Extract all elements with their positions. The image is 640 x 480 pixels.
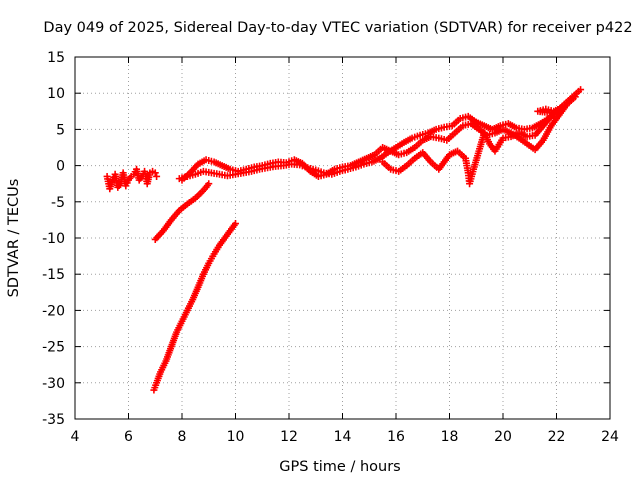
- y-tick-label: 10: [47, 86, 65, 102]
- series-4: [178, 93, 579, 184]
- y-tick-label: 15: [47, 50, 65, 66]
- x-tick-label: 22: [548, 429, 566, 445]
- y-tick-label: -5: [51, 195, 65, 211]
- data-marks: [103, 86, 585, 394]
- y-tick-label: 0: [56, 159, 65, 175]
- y-tick-label: -10: [42, 231, 65, 247]
- y-tick-label: -20: [42, 303, 65, 319]
- data-point: [577, 86, 585, 94]
- axis-ticks: [74, 56, 611, 420]
- x-tick-label: 10: [227, 429, 245, 445]
- x-axis-label: GPS time / hours: [279, 459, 400, 475]
- series-0: [103, 165, 161, 193]
- series-5: [379, 104, 566, 188]
- y-tick-labels: -35 -30 -25 -20 -15 -10 -5 0 5 10 15: [42, 50, 65, 428]
- x-tick-label: 16: [387, 429, 405, 445]
- data-point: [153, 172, 161, 180]
- x-tick-label: 20: [494, 429, 512, 445]
- x-tick-label: 4: [71, 429, 80, 445]
- data-point: [151, 169, 159, 177]
- y-tick-label: -15: [42, 267, 65, 283]
- y-axis-label: SDTVAR / TECUs: [6, 179, 22, 298]
- series-1: [151, 180, 213, 243]
- x-tick-label: 24: [601, 429, 619, 445]
- y-tick-label: -25: [42, 340, 65, 356]
- x-tick-label: 8: [178, 429, 187, 445]
- series-2: [150, 220, 239, 394]
- y-tick-label: -35: [42, 412, 65, 428]
- y-tick-label: 5: [56, 122, 65, 138]
- y-tick-label: -30: [42, 376, 65, 392]
- x-tick-label: 12: [280, 429, 298, 445]
- x-tick-label: 6: [124, 429, 133, 445]
- chart-title: Day 049 of 2025, Sidereal Day-to-day VTE…: [43, 20, 632, 36]
- x-tick-label: 14: [334, 429, 352, 445]
- x-tick-labels: 4 6 8 10 12 14 16 18 20 22 24: [71, 429, 619, 445]
- data-point: [558, 104, 566, 112]
- data-point: [232, 220, 239, 228]
- data-point: [571, 93, 579, 101]
- x-tick-label: 18: [441, 429, 459, 445]
- data-point: [205, 180, 213, 188]
